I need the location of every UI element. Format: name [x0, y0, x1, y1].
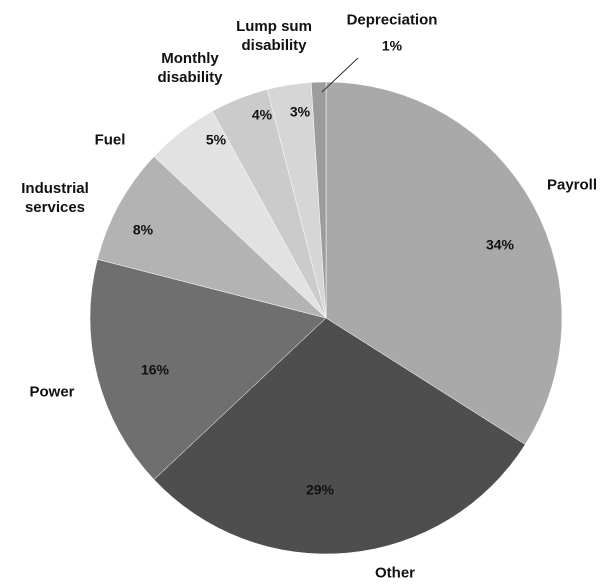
- value-label: 8%: [132, 221, 154, 238]
- value-label: 1%: [381, 37, 403, 54]
- slice-label: Industrial services: [21, 180, 89, 216]
- slice-label: Monthly disability: [157, 50, 223, 86]
- slice-label: Lump sum disability: [236, 18, 312, 54]
- slice-label: Other: [374, 564, 416, 582]
- pie-slice: [325, 81, 563, 445]
- slice-label: Fuel: [94, 131, 126, 149]
- pie-slice: [97, 156, 327, 319]
- pie-slice: [310, 81, 327, 319]
- value-label: 3%: [289, 103, 311, 120]
- value-label: 29%: [305, 481, 335, 498]
- value-label: 16%: [140, 361, 170, 378]
- slice-label: Power: [29, 383, 75, 401]
- pie-slice: [153, 317, 526, 555]
- slice-label: Payroll: [546, 176, 598, 194]
- slice-label: Depreciation: [346, 11, 438, 29]
- value-label: 34%: [485, 236, 515, 253]
- leader-line: [321, 57, 359, 93]
- value-label: 4%: [251, 106, 273, 123]
- value-label: 5%: [205, 131, 227, 148]
- pie-slice: [89, 259, 327, 480]
